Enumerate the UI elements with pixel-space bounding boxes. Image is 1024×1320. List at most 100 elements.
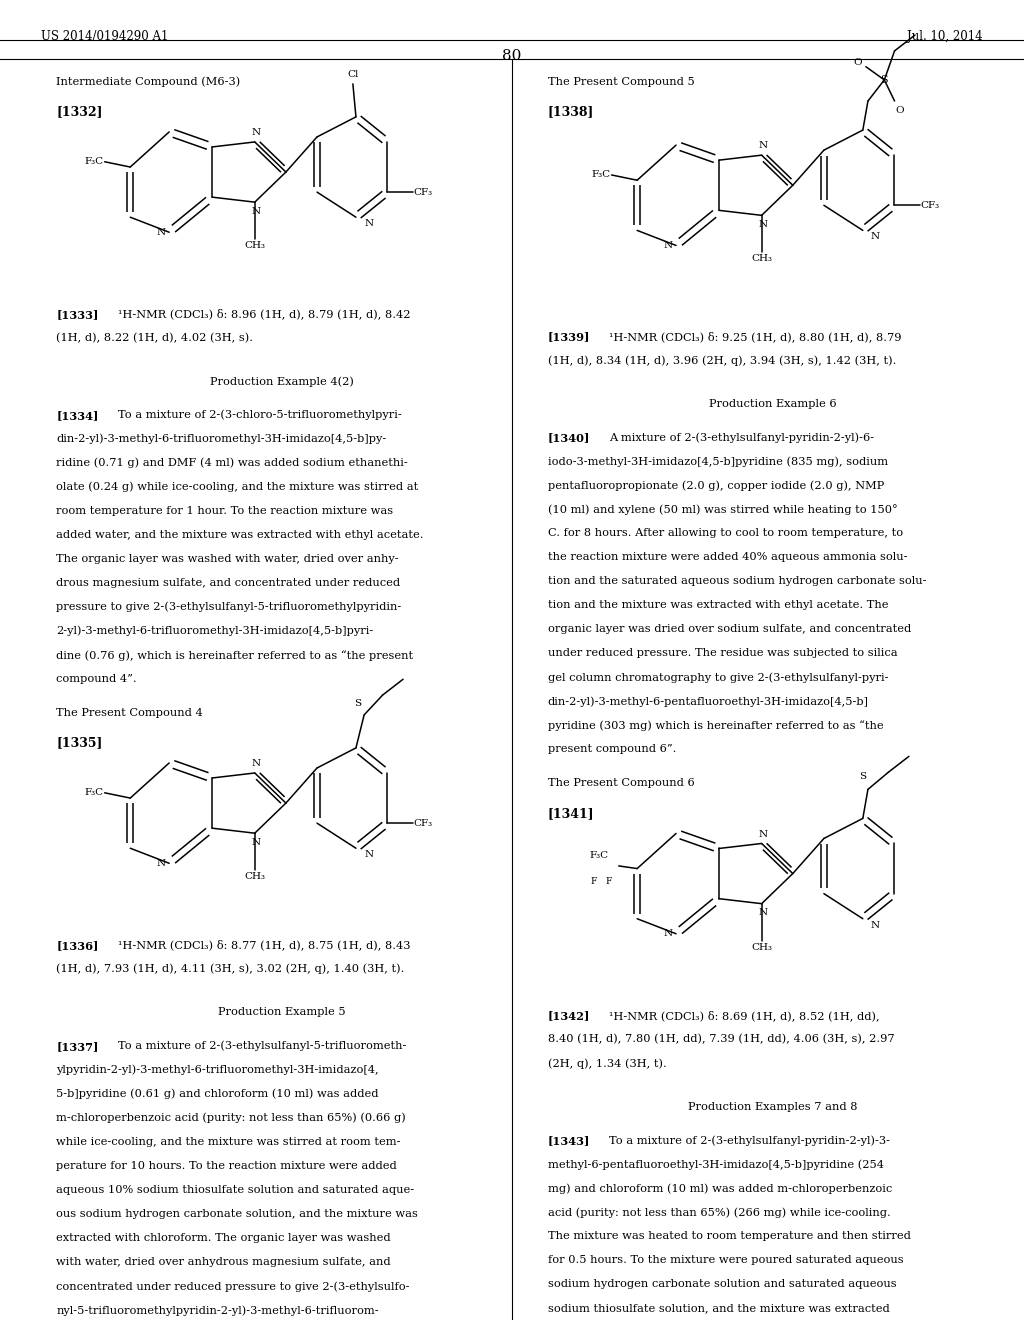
Text: for 0.5 hours. To the mixture were poured saturated aqueous: for 0.5 hours. To the mixture were poure… <box>548 1255 903 1266</box>
Text: CH₃: CH₃ <box>752 255 772 264</box>
Text: din-2-yl)-3-methyl-6-pentafluoroethyl-3H-imidazo[4,5-b]: din-2-yl)-3-methyl-6-pentafluoroethyl-3H… <box>548 697 868 708</box>
Text: 5-b]pyridine (0.61 g) and chloroform (10 ml) was added: 5-b]pyridine (0.61 g) and chloroform (10… <box>56 1089 379 1100</box>
Text: pentafluoropropionate (2.0 g), copper iodide (2.0 g), NMP: pentafluoropropionate (2.0 g), copper io… <box>548 480 884 491</box>
Text: A mixture of 2-(3-ethylsulfanyl-pyridin-2-yl)-6-: A mixture of 2-(3-ethylsulfanyl-pyridin-… <box>609 432 874 442</box>
Text: F   F: F F <box>591 878 612 886</box>
Text: iodo-3-methyl-3H-imidazo[4,5-b]pyridine (835 mg), sodium: iodo-3-methyl-3H-imidazo[4,5-b]pyridine … <box>548 457 888 467</box>
Text: [1338]: [1338] <box>548 106 594 119</box>
Text: [1343]: [1343] <box>548 1135 590 1146</box>
Text: [1340]: [1340] <box>548 432 590 444</box>
Text: [1337]: [1337] <box>56 1040 98 1052</box>
Text: Production Examples 7 and 8: Production Examples 7 and 8 <box>688 1102 858 1111</box>
Text: Production Example 4(2): Production Example 4(2) <box>210 376 353 387</box>
Text: ¹H-NMR (CDCl₃) δ: 8.96 (1H, d), 8.79 (1H, d), 8.42: ¹H-NMR (CDCl₃) δ: 8.96 (1H, d), 8.79 (1H… <box>118 309 411 319</box>
Text: CF₃: CF₃ <box>414 187 433 197</box>
Text: (1H, d), 7.93 (1H, d), 4.11 (3H, s), 3.02 (2H, q), 1.40 (3H, t).: (1H, d), 7.93 (1H, d), 4.11 (3H, s), 3.0… <box>56 964 404 974</box>
Text: CH₃: CH₃ <box>245 873 265 882</box>
Text: ylpyridin-2-yl)-3-methyl-6-trifluoromethyl-3H-imidazo[4,: ylpyridin-2-yl)-3-methyl-6-trifluorometh… <box>56 1065 379 1076</box>
Text: tion and the mixture was extracted with ethyl acetate. The: tion and the mixture was extracted with … <box>548 601 889 610</box>
Text: ¹H-NMR (CDCl₃) δ: 8.69 (1H, d), 8.52 (1H, dd),: ¹H-NMR (CDCl₃) δ: 8.69 (1H, d), 8.52 (1H… <box>609 1010 880 1022</box>
Text: [1334]: [1334] <box>56 409 98 421</box>
Text: N: N <box>871 921 881 929</box>
Text: 2-yl)-3-methyl-6-trifluoromethyl-3H-imidazo[4,5-b]pyri-: 2-yl)-3-methyl-6-trifluoromethyl-3H-imid… <box>56 626 374 636</box>
Text: while ice-cooling, and the mixture was stirred at room tem-: while ice-cooling, and the mixture was s… <box>56 1137 400 1147</box>
Text: CH₃: CH₃ <box>752 942 772 952</box>
Text: The mixture was heated to room temperature and then stirred: The mixture was heated to room temperatu… <box>548 1232 910 1241</box>
Text: with water, dried over anhydrous magnesium sulfate, and: with water, dried over anhydrous magnesi… <box>56 1257 391 1267</box>
Text: [1339]: [1339] <box>548 331 590 342</box>
Text: N: N <box>664 929 673 939</box>
Text: N: N <box>758 908 767 917</box>
Text: N: N <box>251 759 260 768</box>
Text: O: O <box>895 106 904 115</box>
Text: din-2-yl)-3-methyl-6-trifluoromethyl-3H-imidazo[4,5-b]py-: din-2-yl)-3-methyl-6-trifluoromethyl-3H-… <box>56 434 387 445</box>
Text: F₃C: F₃C <box>590 851 608 859</box>
Text: concentrated under reduced pressure to give 2-(3-ethylsulfo-: concentrated under reduced pressure to g… <box>56 1280 410 1291</box>
Text: room temperature for 1 hour. To the reaction mixture was: room temperature for 1 hour. To the reac… <box>56 506 393 516</box>
Text: mg) and chloroform (10 ml) was added m-chloroperbenzoic: mg) and chloroform (10 ml) was added m-c… <box>548 1183 892 1193</box>
Text: CF₃: CF₃ <box>921 201 940 210</box>
Text: To a mixture of 2-(3-chloro-5-trifluoromethylpyri-: To a mixture of 2-(3-chloro-5-trifluorom… <box>118 409 401 420</box>
Text: [1342]: [1342] <box>548 1010 590 1022</box>
Text: gel column chromatography to give 2-(3-ethylsulfanyl-pyri-: gel column chromatography to give 2-(3-e… <box>548 672 889 682</box>
Text: N: N <box>664 242 673 249</box>
Text: Cl: Cl <box>347 70 358 79</box>
Text: acid (purity: not less than 65%) (266 mg) while ice-cooling.: acid (purity: not less than 65%) (266 mg… <box>548 1208 891 1218</box>
Text: The organic layer was washed with water, dried over anhy-: The organic layer was washed with water,… <box>56 554 399 564</box>
Text: CF₃: CF₃ <box>414 818 433 828</box>
Text: olate (0.24 g) while ice-cooling, and the mixture was stirred at: olate (0.24 g) while ice-cooling, and th… <box>56 482 419 492</box>
Text: dine (0.76 g), which is hereinafter referred to as “the present: dine (0.76 g), which is hereinafter refe… <box>56 649 414 661</box>
Text: ¹H-NMR (CDCl₃) δ: 9.25 (1H, d), 8.80 (1H, d), 8.79: ¹H-NMR (CDCl₃) δ: 9.25 (1H, d), 8.80 (1H… <box>609 331 902 342</box>
Text: S: S <box>881 75 888 84</box>
Text: tion and the saturated aqueous sodium hydrogen carbonate solu-: tion and the saturated aqueous sodium hy… <box>548 577 927 586</box>
Text: ¹H-NMR (CDCl₃) δ: 8.77 (1H, d), 8.75 (1H, d), 8.43: ¹H-NMR (CDCl₃) δ: 8.77 (1H, d), 8.75 (1H… <box>118 940 411 950</box>
Text: N: N <box>871 232 881 242</box>
Text: (1H, d), 8.22 (1H, d), 4.02 (3H, s).: (1H, d), 8.22 (1H, d), 4.02 (3H, s). <box>56 333 253 343</box>
Text: [1332]: [1332] <box>56 106 102 119</box>
Text: To a mixture of 2-(3-ethylsulfanyl-5-trifluorometh-: To a mixture of 2-(3-ethylsulfanyl-5-tri… <box>118 1040 407 1051</box>
Text: N: N <box>758 830 767 838</box>
Text: N: N <box>157 228 166 236</box>
Text: the reaction mixture were added 40% aqueous ammonia solu-: the reaction mixture were added 40% aque… <box>548 552 907 562</box>
Text: compound 4”.: compound 4”. <box>56 675 137 684</box>
Text: pressure to give 2-(3-ethylsulfanyl-5-trifluoromethylpyridin-: pressure to give 2-(3-ethylsulfanyl-5-tr… <box>56 602 401 612</box>
Text: added water, and the mixture was extracted with ethyl acetate.: added water, and the mixture was extract… <box>56 529 424 540</box>
Text: S: S <box>859 772 866 780</box>
Text: S: S <box>354 698 361 708</box>
Text: N: N <box>157 859 166 867</box>
Text: US 2014/0194290 A1: US 2014/0194290 A1 <box>41 30 168 44</box>
Text: 80: 80 <box>503 49 521 63</box>
Text: F₃C: F₃C <box>85 157 103 166</box>
Text: F₃C: F₃C <box>85 788 103 797</box>
Text: CH₃: CH₃ <box>245 242 265 251</box>
Text: perature for 10 hours. To the reaction mixture were added: perature for 10 hours. To the reaction m… <box>56 1160 397 1171</box>
Text: Production Example 5: Production Example 5 <box>218 1007 345 1018</box>
Text: [1333]: [1333] <box>56 309 98 319</box>
Text: N: N <box>758 141 767 150</box>
Text: sodium thiosulfate solution, and the mixture was extracted: sodium thiosulfate solution, and the mix… <box>548 1303 890 1313</box>
Text: ridine (0.71 g) and DMF (4 ml) was added sodium ethanethi-: ridine (0.71 g) and DMF (4 ml) was added… <box>56 458 409 469</box>
Text: N: N <box>365 219 374 228</box>
Text: (2H, q), 1.34 (3H, t).: (2H, q), 1.34 (3H, t). <box>548 1059 667 1069</box>
Text: [1335]: [1335] <box>56 737 102 750</box>
Text: m-chloroperbenzoic acid (purity: not less than 65%) (0.66 g): m-chloroperbenzoic acid (purity: not les… <box>56 1113 407 1123</box>
Text: Intermediate Compound (M6-3): Intermediate Compound (M6-3) <box>56 77 241 87</box>
Text: drous magnesium sulfate, and concentrated under reduced: drous magnesium sulfate, and concentrate… <box>56 578 400 587</box>
Text: ous sodium hydrogen carbonate solution, and the mixture was: ous sodium hydrogen carbonate solution, … <box>56 1209 418 1218</box>
Text: N: N <box>758 220 767 230</box>
Text: (1H, d), 8.34 (1H, d), 3.96 (2H, q), 3.94 (3H, s), 1.42 (3H, t).: (1H, d), 8.34 (1H, d), 3.96 (2H, q), 3.9… <box>548 355 896 366</box>
Text: N: N <box>251 128 260 137</box>
Text: extracted with chloroform. The organic layer was washed: extracted with chloroform. The organic l… <box>56 1233 391 1243</box>
Text: methyl-6-pentafluoroethyl-3H-imidazo[4,5-b]pyridine (254: methyl-6-pentafluoroethyl-3H-imidazo[4,5… <box>548 1159 884 1170</box>
Text: [1336]: [1336] <box>56 940 98 950</box>
Text: Jul. 10, 2014: Jul. 10, 2014 <box>907 30 983 44</box>
Text: Production Example 6: Production Example 6 <box>710 399 837 408</box>
Text: To a mixture of 2-(3-ethylsulfanyl-pyridin-2-yl)-3-: To a mixture of 2-(3-ethylsulfanyl-pyrid… <box>609 1135 890 1146</box>
Text: N: N <box>365 850 374 859</box>
Text: (10 ml) and xylene (50 ml) was stirred while heating to 150°: (10 ml) and xylene (50 ml) was stirred w… <box>548 504 898 515</box>
Text: aqueous 10% sodium thiosulfate solution and saturated aque-: aqueous 10% sodium thiosulfate solution … <box>56 1185 415 1195</box>
Text: [1341]: [1341] <box>548 807 595 820</box>
Text: organic layer was dried over sodium sulfate, and concentrated: organic layer was dried over sodium sulf… <box>548 624 911 635</box>
Text: nyl-5-trifluoromethylpyridin-2-yl)-3-methyl-6-trifluorom-: nyl-5-trifluoromethylpyridin-2-yl)-3-met… <box>56 1305 379 1316</box>
Text: C. for 8 hours. After allowing to cool to room temperature, to: C. for 8 hours. After allowing to cool t… <box>548 528 903 539</box>
